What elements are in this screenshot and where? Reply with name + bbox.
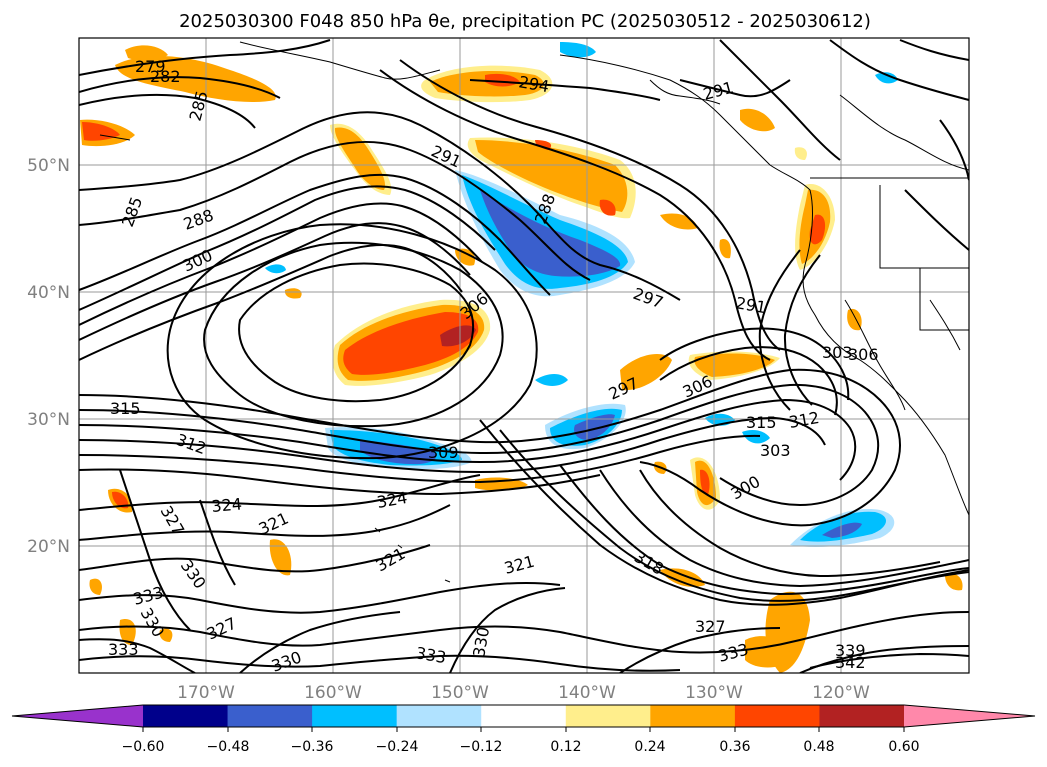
colorbar-ticks xyxy=(142,727,905,732)
colorbar-bin xyxy=(650,705,736,727)
latitude-labels: 50°N 40°N 30°N 20°N xyxy=(27,156,70,557)
contour-label: 282 xyxy=(150,67,181,86)
colorbar-bins xyxy=(143,705,905,727)
colorbar-tick-label: −0.60 xyxy=(122,739,165,755)
colorbar-tick-label: 0.12 xyxy=(550,739,581,755)
contour-label: 303 xyxy=(822,343,853,362)
lon-label: 170°W xyxy=(177,683,235,703)
longitude-labels: 170°W 160°W 150°W 140°W 130°W 120°W xyxy=(177,683,870,703)
colorbar-bin xyxy=(819,705,905,727)
colorbar-tick-label: −0.12 xyxy=(460,739,503,755)
map-panel: 279 282 285 285 288 291 294 288 291 300 … xyxy=(78,37,970,676)
colorbar-tick-labels: −0.60 −0.48 −0.36 −0.24 −0.12 0.12 0.24 … xyxy=(122,739,920,755)
colorbar-tick-label: −0.24 xyxy=(376,739,419,755)
contour-label: 279 xyxy=(135,57,166,76)
contour-label: 309 xyxy=(428,443,459,462)
figure-title: 2025030300 F048 850 hPa θe, precipitatio… xyxy=(179,11,871,32)
colorbar: −0.60 −0.48 −0.36 −0.24 −0.12 0.12 0.24 … xyxy=(11,704,1036,755)
map-frame xyxy=(78,37,970,674)
coastlines xyxy=(99,41,969,583)
colorbar-extend-max xyxy=(904,705,1035,727)
colorbar-tick-label: 0.36 xyxy=(719,739,750,755)
contour-label: 333 xyxy=(108,640,139,659)
colorbar-bin xyxy=(481,705,567,727)
colorbar-tick-label: 0.24 xyxy=(634,739,665,755)
colorbar-tick-label: −0.36 xyxy=(291,739,334,755)
lat-label: 30°N xyxy=(27,410,70,430)
lon-label: 160°W xyxy=(304,683,362,703)
contour-label: 342 xyxy=(835,653,866,672)
lon-label: 120°W xyxy=(812,683,870,703)
colorbar-bin xyxy=(565,705,651,727)
colorbar-tick-label: −0.48 xyxy=(207,739,250,755)
lat-label: 40°N xyxy=(27,283,70,303)
colorbar-bin xyxy=(143,705,229,727)
colorbar-tick-label: 0.60 xyxy=(888,739,919,755)
colorbar-extend-min xyxy=(12,705,143,727)
contour-label: 324 xyxy=(211,494,243,516)
contour-label: 315 xyxy=(110,399,141,418)
contour-label: 327 xyxy=(695,617,726,636)
colorbar-bin xyxy=(734,705,820,727)
theta-e-contours xyxy=(79,39,969,673)
colorbar-bin xyxy=(312,705,398,727)
contour-label: 315 xyxy=(746,413,777,432)
lat-label: 50°N xyxy=(27,156,70,176)
lon-label: 150°W xyxy=(431,683,489,703)
colorbar-tick-label: 0.48 xyxy=(803,739,834,755)
contour-label: 306 xyxy=(848,345,879,364)
lon-label: 140°W xyxy=(558,683,616,703)
contour-label: 303 xyxy=(760,441,791,460)
colorbar-bin xyxy=(227,705,313,727)
contour-label: 339 xyxy=(835,641,866,660)
lon-label: 130°W xyxy=(685,683,743,703)
lat-label: 20°N xyxy=(27,537,70,557)
colorbar-bin xyxy=(396,705,482,727)
